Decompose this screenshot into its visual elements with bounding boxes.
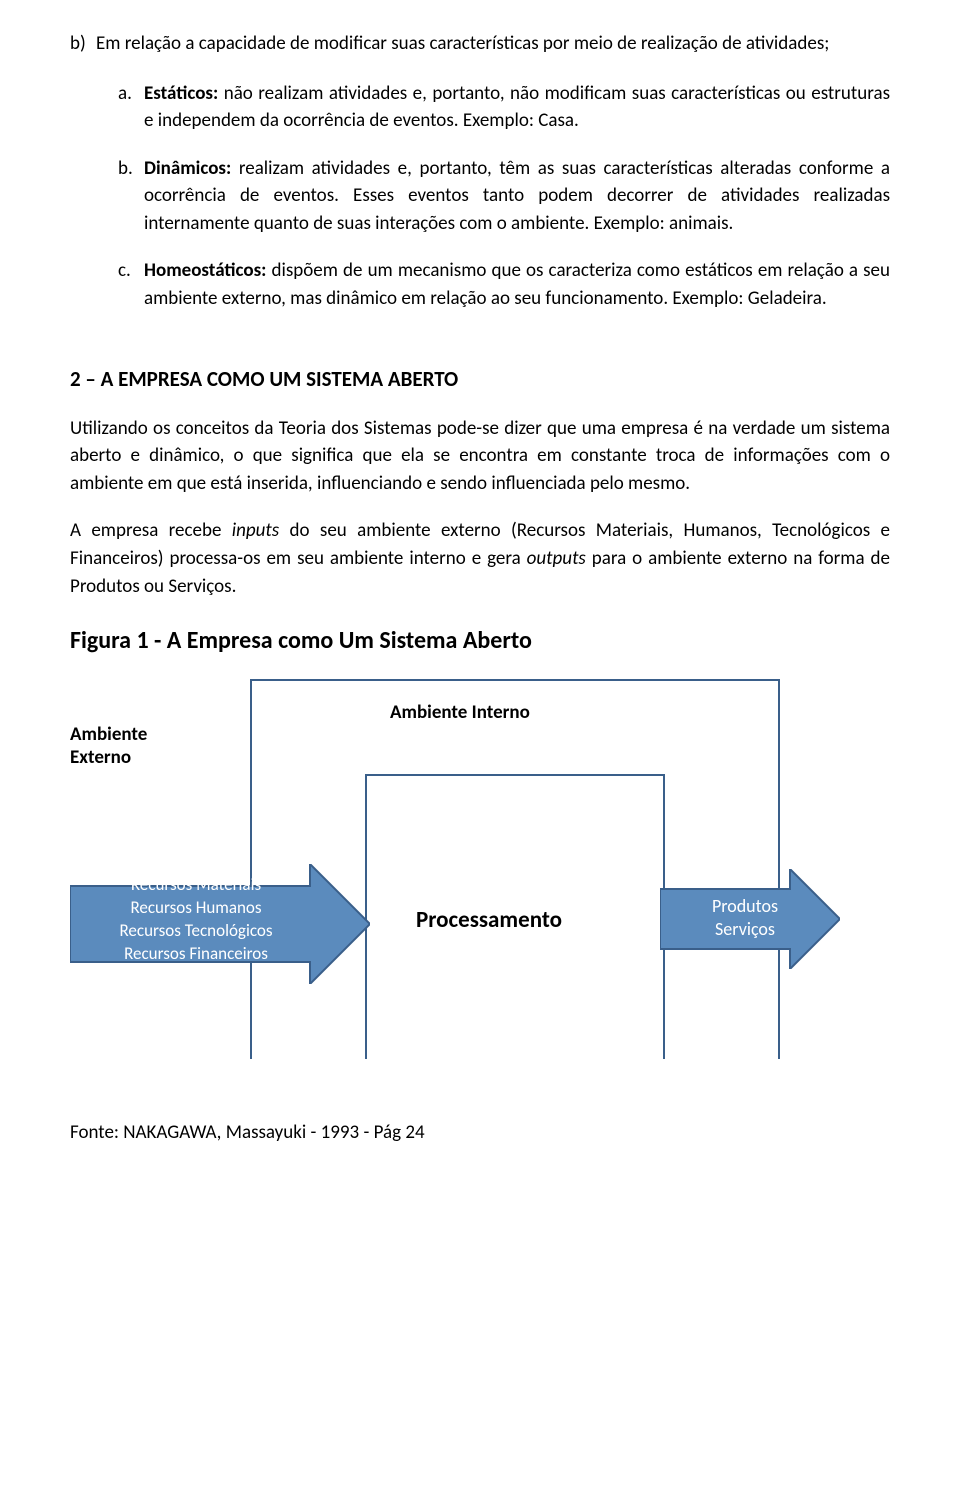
sublist-item-bold: Dinâmicos: — [144, 157, 231, 180]
sublist-item: a. Estáticos: não realizam atividades e,… — [118, 80, 890, 135]
arrow-text-line: Produtos — [712, 895, 778, 917]
sublist-item: b. Dinâmicos: realizam atividades e, por… — [118, 155, 890, 238]
figure-diagram: Ambiente Interno Ambiente Externo Proces… — [70, 679, 890, 1079]
para-italic: inputs — [232, 519, 279, 542]
arrow-text-line: Recursos Tecnológicos — [120, 920, 273, 941]
arrow-left-text: Recursos Materiais Recursos Humanos Recu… — [96, 874, 296, 966]
sublist-item: c. Homeostáticos: dispõem de um mecanism… — [118, 257, 890, 312]
arrow-text-line: Recursos Materiais — [131, 874, 261, 895]
sublist: a. Estáticos: não realizam atividades e,… — [70, 80, 890, 313]
sublist-marker: c. — [118, 257, 144, 312]
paragraph: A empresa recebe inputs do seu ambiente … — [70, 517, 890, 600]
sublist-item-text: Estáticos: não realizam atividades e, po… — [144, 80, 890, 135]
sublist-item-text: Dinâmicos: realizam atividades e, portan… — [144, 155, 890, 238]
arrow-text-line: Recursos Financeiros — [124, 943, 268, 964]
label-processamento: Processamento — [416, 904, 562, 937]
list-item-text: Em relação a capacidade de modificar sua… — [96, 32, 829, 55]
sublist-item-bold: Estáticos: — [144, 82, 218, 105]
label-line: Ambiente — [70, 723, 147, 746]
sublist-item-rest: realizam atividades e, portanto, têm as … — [144, 157, 890, 235]
arrow-text-line: Serviços — [715, 918, 775, 940]
list-item-b: b)Em relação a capacidade de modificar s… — [70, 30, 890, 58]
figure-source: Fonte: NAKAGAWA, Massayuki - 1993 - Pág … — [70, 1119, 890, 1147]
sublist-marker: a. — [118, 80, 144, 135]
sublist-item-rest: não realizam atividades e, portanto, não… — [144, 82, 890, 133]
para-italic: outputs — [527, 547, 586, 570]
arrow-right-text: Produtos Serviços — [700, 895, 790, 942]
section-heading: 2 – A EMPRESA COMO UM SISTEMA ABERTO — [70, 364, 890, 394]
figure-title: Figura 1 - A Empresa como Um Sistema Abe… — [70, 624, 890, 659]
label-line: Externo — [70, 746, 131, 769]
label-ambiente-externo: Ambiente Externo — [70, 724, 147, 770]
sublist-item-text: Homeostáticos: dispõem de um mecanismo q… — [144, 257, 890, 312]
arrow-text-line: Recursos Humanos — [130, 897, 261, 918]
sublist-marker: b. — [118, 155, 144, 238]
label-ambiente-interno: Ambiente Interno — [390, 699, 530, 727]
paragraph: Utilizando os conceitos da Teoria dos Si… — [70, 415, 890, 498]
list-marker: b) — [70, 30, 96, 58]
sublist-item-bold: Homeostáticos: — [144, 259, 266, 282]
para-segment: A empresa recebe — [70, 519, 232, 542]
